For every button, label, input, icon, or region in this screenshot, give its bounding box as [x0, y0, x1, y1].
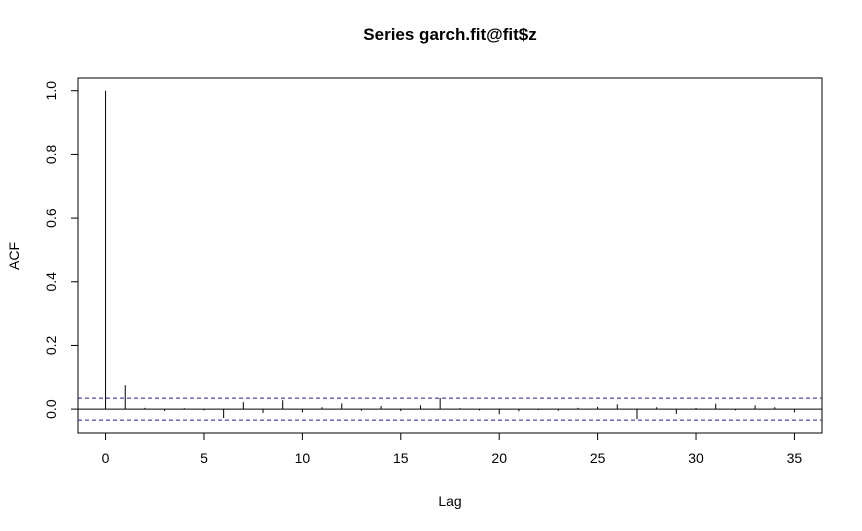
- y-tick-label: 0.4: [43, 272, 59, 292]
- x-tick-label: 20: [491, 450, 507, 466]
- y-tick-label: 1.0: [43, 81, 59, 101]
- y-axis: 0.0 0.2 0.4 0.6 0.8 1.0: [43, 81, 79, 419]
- x-tick-label: 5: [200, 450, 208, 466]
- chart-title: Series garch.fit@fit$z: [363, 25, 536, 44]
- x-tick-label: 15: [393, 450, 409, 466]
- x-tick-label: 35: [787, 450, 803, 466]
- x-tick-label: 25: [590, 450, 606, 466]
- y-tick-label: 0.8: [43, 144, 59, 164]
- x-tick-label: 10: [295, 450, 311, 466]
- x-tick-label: 0: [102, 450, 110, 466]
- plot-frame: [77, 77, 823, 434]
- x-axis-label: Lag: [438, 493, 461, 509]
- y-axis-label: ACF: [6, 242, 22, 270]
- y-tick-label: 0.0: [43, 399, 59, 419]
- x-axis: 0 5 10 15 20 25 30 35: [102, 432, 803, 466]
- x-tick-label: 30: [688, 450, 704, 466]
- y-tick-label: 0.6: [43, 208, 59, 228]
- y-tick-label: 0.2: [43, 336, 59, 356]
